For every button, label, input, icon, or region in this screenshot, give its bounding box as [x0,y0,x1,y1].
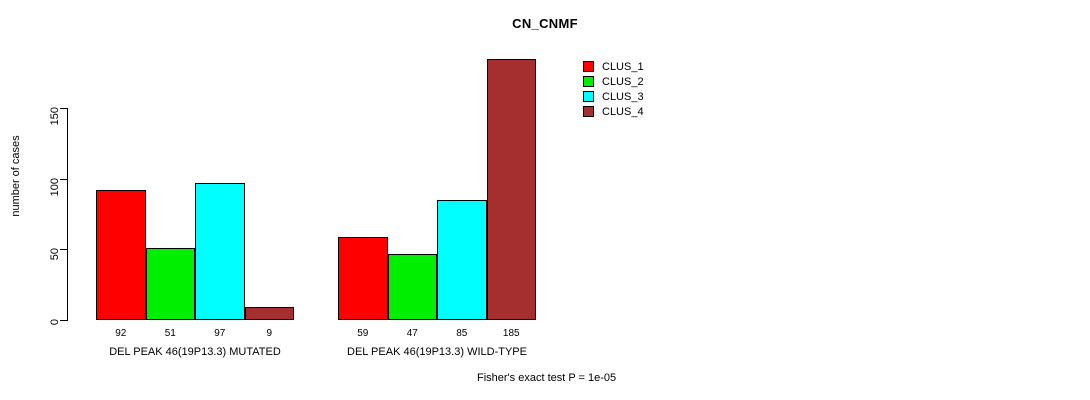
legend-color-swatch [583,76,594,87]
bar-value-label: 47 [406,328,418,339]
chart-title: CN_CNMF [512,16,578,31]
bar-value-label: 51 [164,328,176,339]
y-axis-tick-label: 150 [49,107,61,126]
chart-legend: CLUS_1 CLUS_2 CLUS_3 CLUS_4 [583,59,644,119]
bar [195,182,245,320]
y-axis-tick-label: 100 [49,177,61,197]
y-axis-line [67,108,68,321]
y-axis-tick-label: 0 [49,319,61,326]
x-axis-group-label: DEL PEAK 46(19P13.3) WILD-TYPE [347,346,527,358]
bar [96,189,146,320]
bar-value-label: 85 [456,328,468,339]
legend-item-label: CLUS_3 [602,90,644,103]
bar-value-label: 9 [266,328,273,339]
bar-value-label: 59 [357,328,369,339]
bar [338,236,388,320]
statistical-annotation: Fisher's exact test P = 1e-05 [477,372,617,384]
legend-item: CLUS_1 [583,59,644,74]
legend-item-label: CLUS_1 [602,60,644,73]
legend-item: CLUS_4 [583,104,644,119]
bar-value-label: 92 [115,328,127,339]
bar [244,307,294,320]
legend-item-label: CLUS_2 [602,75,644,88]
y-axis-tick-label: 50 [49,248,61,261]
bar [437,199,487,320]
bar [145,247,195,320]
legend-color-swatch [583,91,594,102]
y-axis-tick [60,249,67,251]
x-axis-group-label: DEL PEAK 46(19P13.3) MUTATED [109,346,281,358]
bar [486,58,536,320]
y-axis-label: number of cases [10,135,22,217]
bar-value-label: 97 [214,328,226,339]
bar-value-label: 185 [502,328,520,339]
legend-color-swatch [583,61,594,72]
y-axis-tick [60,108,67,109]
legend-item: CLUS_2 [583,74,644,89]
legend-item: CLUS_3 [583,89,644,104]
y-axis-tick [60,178,67,180]
legend-item-label: CLUS_4 [602,105,644,118]
bar [387,253,437,320]
legend-color-swatch [583,106,594,117]
y-axis-tick [60,320,67,321]
